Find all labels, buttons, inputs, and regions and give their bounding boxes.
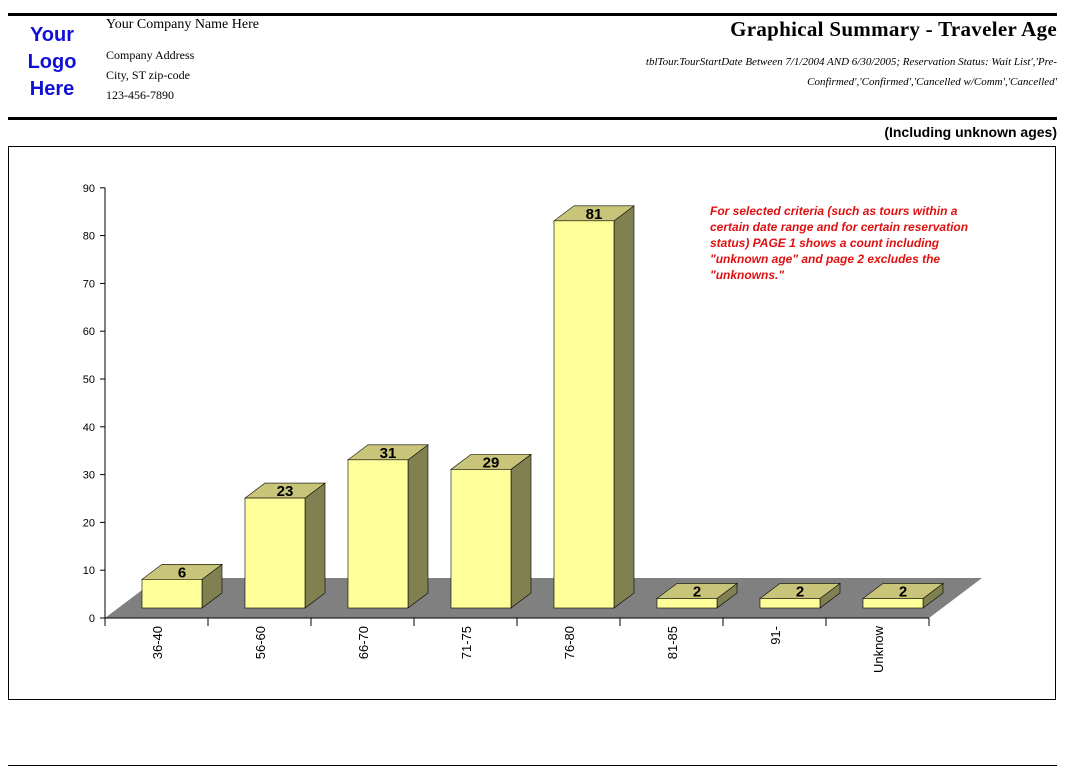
y-tick-label: 90 — [83, 183, 95, 195]
data-label: 81 — [586, 206, 603, 223]
data-label: 2 — [899, 583, 907, 600]
bar — [656, 598, 718, 609]
chart-subtitle: (Including unknown ages) — [884, 124, 1057, 140]
y-tick-label: 80 — [83, 231, 95, 243]
y-tick-label: 70 — [83, 278, 95, 290]
y-tick-label: 10 — [83, 565, 95, 577]
y-tick-label: 20 — [83, 517, 95, 529]
chart-frame — [8, 146, 1056, 700]
data-label: 31 — [380, 445, 397, 462]
logo-line: Logo — [27, 51, 77, 73]
y-tick-label: 40 — [83, 422, 95, 434]
bar — [450, 469, 512, 609]
data-label: 29 — [483, 454, 500, 471]
top-rule — [8, 13, 1057, 16]
company-city: City, ST zip-code — [106, 68, 190, 82]
report-criteria: tblTour.TourStartDate Between 7/1/2004 A… — [645, 56, 1057, 88]
chart-note: For selected criteria (such as tours wit… — [710, 204, 969, 282]
y-tick-label: 60 — [83, 326, 95, 338]
company-phone: 123-456-7890 — [106, 88, 174, 102]
logo-line: Here — [29, 78, 75, 100]
bar-side — [613, 205, 635, 609]
y-tick-label: 0 — [89, 613, 95, 625]
logo-placeholder: Your Logo Here — [22, 22, 82, 103]
y-tick-label: 30 — [83, 470, 95, 482]
company-address: Company Address — [106, 48, 195, 62]
bar-side — [304, 482, 326, 609]
data-label: 6 — [178, 564, 186, 581]
report-title: Graphical Summary - Traveler Age — [730, 17, 1057, 41]
bar — [553, 220, 615, 609]
x-tick-label: 36-40 — [150, 626, 165, 659]
x-tick-label: 56-60 — [253, 626, 268, 659]
y-tick-label: 50 — [83, 374, 95, 386]
x-tick-label: Unknow — [871, 625, 886, 673]
data-label: 2 — [693, 583, 701, 600]
bar — [759, 598, 821, 609]
logo-line: Your — [29, 24, 75, 46]
company-name: Your Company Name Here — [106, 17, 259, 32]
footer-rule — [8, 765, 1057, 766]
bar-side — [510, 453, 532, 609]
bar-side — [407, 444, 429, 609]
x-tick-label: 76-80 — [562, 626, 577, 659]
bar — [862, 598, 924, 609]
data-label: 2 — [796, 583, 804, 600]
bar — [141, 579, 203, 609]
header-rule — [8, 117, 1057, 120]
x-tick-label: 91- — [768, 626, 783, 645]
bar — [244, 497, 306, 609]
x-tick-label: 71-75 — [459, 626, 474, 659]
x-tick-label: 66-70 — [356, 626, 371, 659]
x-tick-label: 81-85 — [665, 626, 680, 659]
data-label: 23 — [277, 483, 294, 500]
chart-floor — [105, 578, 982, 618]
bar — [347, 459, 409, 609]
